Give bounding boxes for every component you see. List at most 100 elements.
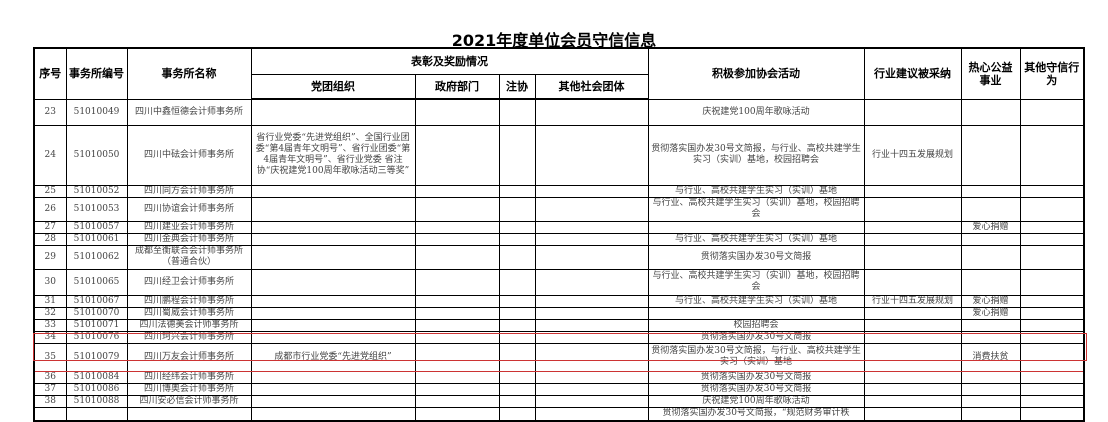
cell-name: 四川同方会计师事务所 — [126, 184, 252, 198]
cell-activities: 贯彻落实国办发30号文简报 — [647, 382, 865, 396]
header-suggestions: 行业建议被采纳 — [863, 47, 962, 100]
cell-charity — [960, 318, 1021, 332]
cell-suggestions — [863, 220, 962, 234]
cell-party — [250, 370, 416, 384]
header-gov: 政府部门 — [414, 73, 500, 100]
cell-code: 51010086 — [65, 382, 128, 396]
table-row: 27 51010057 四川建业会计师事务所 爱心捐赠 — [33, 220, 1085, 234]
cell-gov — [414, 370, 500, 384]
table-row: 31 51010067 四川鹏程会计师事务所 与行业、高校共建学生实习（实训）基地 行业… — [33, 294, 1085, 308]
cell-name: 四川金典会计师事务所 — [126, 232, 252, 246]
table-row: 32 51010070 四川蜀威会计师事务所 爱心捐赠 — [33, 306, 1085, 320]
cell-party: 成都市行业党委“先进党组织” — [250, 342, 416, 372]
cell-name: 四川法德美会计师事务所 — [126, 318, 252, 332]
cell-party — [250, 406, 416, 422]
cell-name: 四川协谊会计师事务所 — [126, 196, 252, 222]
cell-activities: 贯彻落实国办发30号文简报，与行业、高校共建学生实习（实训）基地 — [647, 342, 865, 372]
cell-gov — [414, 244, 500, 270]
cell-activities: 与行业、高校共建学生实习（实训）基地 — [647, 184, 865, 198]
cell-party — [250, 244, 416, 270]
cell-cicpa — [498, 370, 536, 384]
cell-activities: 与行业、高校共建学生实习（实训）基地 — [647, 294, 865, 308]
cell-other — [1019, 342, 1085, 372]
table-row: 37 51010086 四川博奥会计师事务所 贯彻落实国办发30号文简报 — [33, 382, 1085, 396]
cell-suggestions — [863, 268, 962, 296]
cell-activities: 与行业、高校共建学生实习（实训）基地，校园招聘会 — [647, 268, 865, 296]
header-charity: 热心公益事业 — [960, 47, 1021, 100]
cell-other — [1019, 370, 1085, 384]
cell-code: 51010084 — [65, 370, 128, 384]
cell-gov — [414, 184, 500, 198]
cell-name: 四川珂兴会计师事务所 — [126, 330, 252, 344]
cell-suggestions — [863, 318, 962, 332]
cell-other — [1019, 406, 1085, 422]
cell-code: 51010088 — [65, 394, 128, 408]
cell-other — [1019, 268, 1085, 296]
cell-cicpa — [498, 244, 536, 270]
cell-other — [1019, 124, 1085, 186]
table-row: 36 51010084 四川经纬会计师事务所 贯彻落实国办发30号文简报 — [33, 370, 1085, 384]
cell-cicpa — [498, 124, 536, 186]
credit-table-container: 序号 事务所编号 事务所名称 表彰及奖励情况 积极参加协会活动 行业建议被采纳 … — [33, 47, 1085, 422]
cell-cicpa — [498, 184, 536, 198]
cell-gov — [414, 406, 500, 422]
table-row: 24 51010050 四川中砝会计师事务所 省行业党委“先进党组织”、全国行业团委“… — [33, 124, 1085, 186]
cell-seq: 23 — [33, 98, 67, 126]
cell-gov — [414, 220, 500, 234]
cell-name: 四川蜀威会计师事务所 — [126, 306, 252, 320]
table-row: 33 51010071 四川法德美会计师事务所 校园招聘会 — [33, 318, 1085, 332]
cell-activities: 庆祝建党100周年歌咏活动 — [647, 394, 865, 408]
cell-other-org — [534, 220, 649, 234]
cell-gov — [414, 268, 500, 296]
cell-suggestions — [863, 330, 962, 344]
page-title: 2021年度单位会员守信信息 — [451, 31, 657, 50]
cell-cicpa — [498, 232, 536, 246]
cell-activities: 与行业、高校共建学生实习（实训）基地 — [647, 232, 865, 246]
cell-suggestions: 行业十四五发展规划 — [863, 124, 962, 186]
cell-seq — [33, 406, 67, 422]
cell-name: 四川中鑫恒德会计师事务所 — [126, 98, 252, 126]
cell-cicpa — [498, 394, 536, 408]
cell-suggestions — [863, 196, 962, 222]
cell-party — [250, 394, 416, 408]
credit-table: 序号 事务所编号 事务所名称 表彰及奖励情况 积极参加协会活动 行业建议被采纳 … — [33, 47, 1085, 422]
cell-suggestions — [863, 244, 962, 270]
cell-code: 51010061 — [65, 232, 128, 246]
cell-seq: 35 — [33, 342, 67, 372]
cell-other-org — [534, 382, 649, 396]
table-row: 贯彻落实国办发30号文简报，“规范财务审计秩 — [33, 406, 1085, 422]
table-row: 38 51010088 四川安必信会计师事务所 庆祝建党100周年歌咏活动 — [33, 394, 1085, 408]
cell-party — [250, 196, 416, 222]
cell-activities: 贯彻落实国办发30号文简报 — [647, 370, 865, 384]
cell-charity — [960, 382, 1021, 396]
table-row: 26 51010053 四川协谊会计师事务所 与行业、高校共建学生实习（实训）基地，校… — [33, 196, 1085, 222]
cell-charity — [960, 196, 1021, 222]
cell-charity — [960, 124, 1021, 186]
cell-code: 51010057 — [65, 220, 128, 234]
cell-suggestions — [863, 382, 962, 396]
cell-seq: 29 — [33, 244, 67, 270]
cell-charity — [960, 406, 1021, 422]
cell-seq: 30 — [33, 268, 67, 296]
cell-code: 51010079 — [65, 342, 128, 372]
cell-code: 51010052 — [65, 184, 128, 198]
cell-activities: 庆祝建党100周年歌咏活动 — [647, 98, 865, 126]
cell-gov — [414, 382, 500, 396]
header-seq: 序号 — [33, 47, 67, 100]
cell-other-org — [534, 184, 649, 198]
cell-name: 四川鹏程会计师事务所 — [126, 294, 252, 308]
cell-seq: 36 — [33, 370, 67, 384]
cell-seq: 25 — [33, 184, 67, 198]
cell-seq: 33 — [33, 318, 67, 332]
header-other-org: 其他社会团体 — [534, 73, 649, 100]
cell-name: 四川中砝会计师事务所 — [126, 124, 252, 186]
cell-seq: 38 — [33, 394, 67, 408]
cell-other-org — [534, 306, 649, 320]
cell-seq: 24 — [33, 124, 67, 186]
cell-cicpa — [498, 382, 536, 396]
table-row: 29 51010062 成都至衡联合会计师事务所（普通合伙） 贯彻落实国办发30号文简… — [33, 244, 1085, 270]
cell-code: 51010076 — [65, 330, 128, 344]
cell-cicpa — [498, 98, 536, 126]
cell-suggestions — [863, 394, 962, 408]
cell-other — [1019, 294, 1085, 308]
